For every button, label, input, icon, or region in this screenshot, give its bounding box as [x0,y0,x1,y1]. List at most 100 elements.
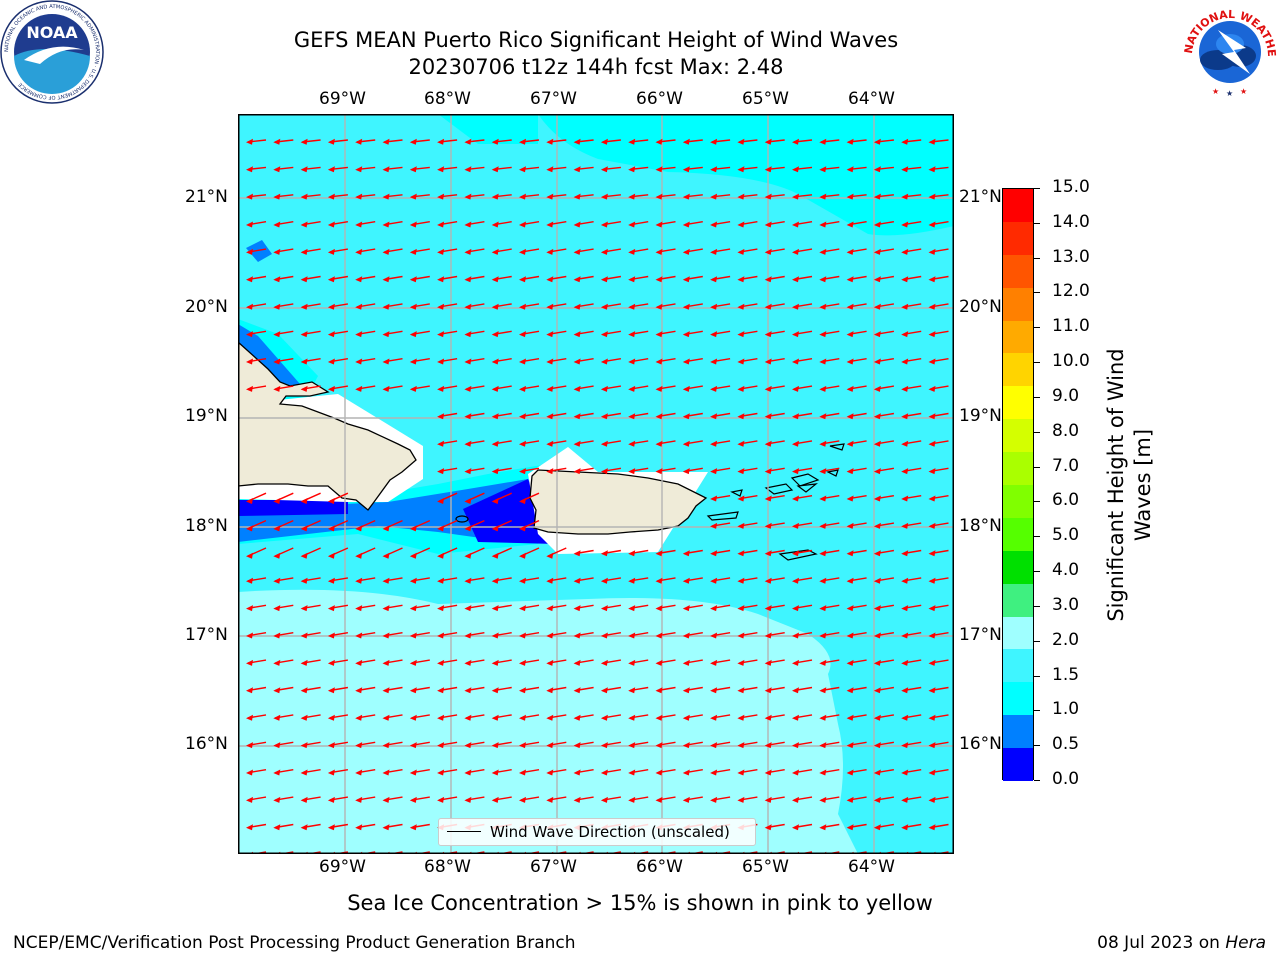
wind-arrow-head [246,138,253,145]
lon-label: 65°W [742,89,789,109]
wind-arrow-head [491,769,499,776]
wind-arrow-head [546,303,554,310]
wind-arrow-head [600,358,608,365]
colorbar-tick-label: 0.0 [1052,769,1080,789]
wind-arrow-head [327,166,335,173]
wind-arrow-head [246,552,253,559]
wind-arrow-head [273,166,281,173]
wind-arrow-head [682,303,690,310]
wind-arrow-head [327,632,335,639]
wind-arrow-head [573,687,581,694]
wind-arrow-head [573,605,581,612]
svg-text:★: ★ [1226,89,1233,98]
wind-arrow-head [764,522,772,529]
wind-arrow-head [901,193,909,200]
wind-arrow-head [600,166,608,173]
wind-arrow-head [573,550,581,557]
wind-arrow-head [792,248,799,255]
wind-arrow-head [464,796,472,803]
wind-arrow-head [846,796,854,803]
wind-arrow-head [409,385,417,392]
svg-text:★: ★ [1212,87,1219,96]
wind-arrow-head [300,276,308,283]
wind-arrow-head [792,413,799,420]
wind-arrow-head [792,331,799,338]
wind-arrow-head [246,769,253,776]
wind-arrow-head [491,659,499,666]
wind-arrow-head [682,138,690,145]
wind-arrow-head [628,193,636,200]
wind-arrow-head [682,605,690,612]
wind-arrow-head [901,769,909,776]
wind-arrow-head [846,577,854,584]
wind-arrow-head [437,385,445,392]
wind-arrow-head [710,221,718,228]
wind-arrow-head [682,632,690,639]
wind-arrow-head [491,605,499,612]
wind-arrow-head [355,824,363,831]
wind-arrow-head [546,687,554,694]
wind-arrow-head [792,577,799,584]
wind-arrow-head [764,577,772,584]
wind-arrow-head [819,221,827,228]
wind-arrow-head [901,166,909,173]
svg-text:★: ★ [1240,87,1247,96]
colorbar-tick-mark [1034,745,1040,747]
wind-arrow-head [600,714,608,721]
wind-arrow-head [464,440,472,447]
colorbar [1002,188,1034,782]
wind-arrow-head [464,498,472,504]
lat-label: 18°N [959,516,1002,536]
wind-arrow-head [464,577,472,584]
wind-arrow-head [464,552,472,559]
wind-arrow-head [519,796,526,803]
wind-arrow-head [600,605,608,612]
wind-arrow-head [409,193,417,200]
wind-arrow-head [873,248,881,255]
wind-arrow-head [573,193,581,200]
wind-arrow-head [928,166,936,173]
chart-title-line1: GEFS MEAN Puerto Rico Significant Height… [293,28,899,52]
wind-arrow-head [928,221,936,228]
wind-arrow-head [655,714,663,721]
wind-arrow-head [273,221,281,228]
wind-arrow-head [764,714,772,721]
wind-arrow-head [846,276,854,283]
wind-arrow-head [901,550,909,557]
wind-arrow-head [437,358,445,365]
wind-arrow-head [546,659,554,666]
wind-arrow-head [519,552,526,559]
colorbar-tick-mark [1034,257,1040,259]
wind-arrow-head [655,659,663,666]
wind-arrow-head [600,193,608,200]
st-thomas-island [764,483,794,495]
wind-arrow-head [355,742,363,749]
lon-label: 69°W [319,857,366,877]
wind-arrow-head [764,358,772,365]
wind-arrow-head [846,385,854,392]
wind-arrow-head [437,468,445,475]
wind-arrow-head [546,632,554,639]
wind-arrow-head [327,221,335,228]
wind-arrow-head [246,498,253,504]
wind-arrow-head [628,358,636,365]
wind-arrow-head [764,276,772,283]
wind-arrow-head [846,303,854,310]
wind-arrow-head [300,769,308,776]
wind-arrow-head [546,742,554,749]
wind-arrow-head [682,248,690,255]
wind-arrow-head [464,221,472,228]
wind-arrow-head [273,824,281,831]
wind-arrow-head [710,522,718,529]
wind-arrow-head [355,605,363,612]
wind-arrow-head [300,742,308,749]
wind-arrow-head [327,276,335,283]
wind-arrow-head [710,577,718,584]
colorbar-tick-mark [1034,466,1040,468]
wind-arrow-head [546,166,554,173]
wind-arrow-head [437,796,445,803]
wind-arrow-head [873,605,881,612]
wind-arrow-head [546,577,554,584]
wind-arrow-head [437,714,445,721]
wind-arrow-head [737,303,745,310]
